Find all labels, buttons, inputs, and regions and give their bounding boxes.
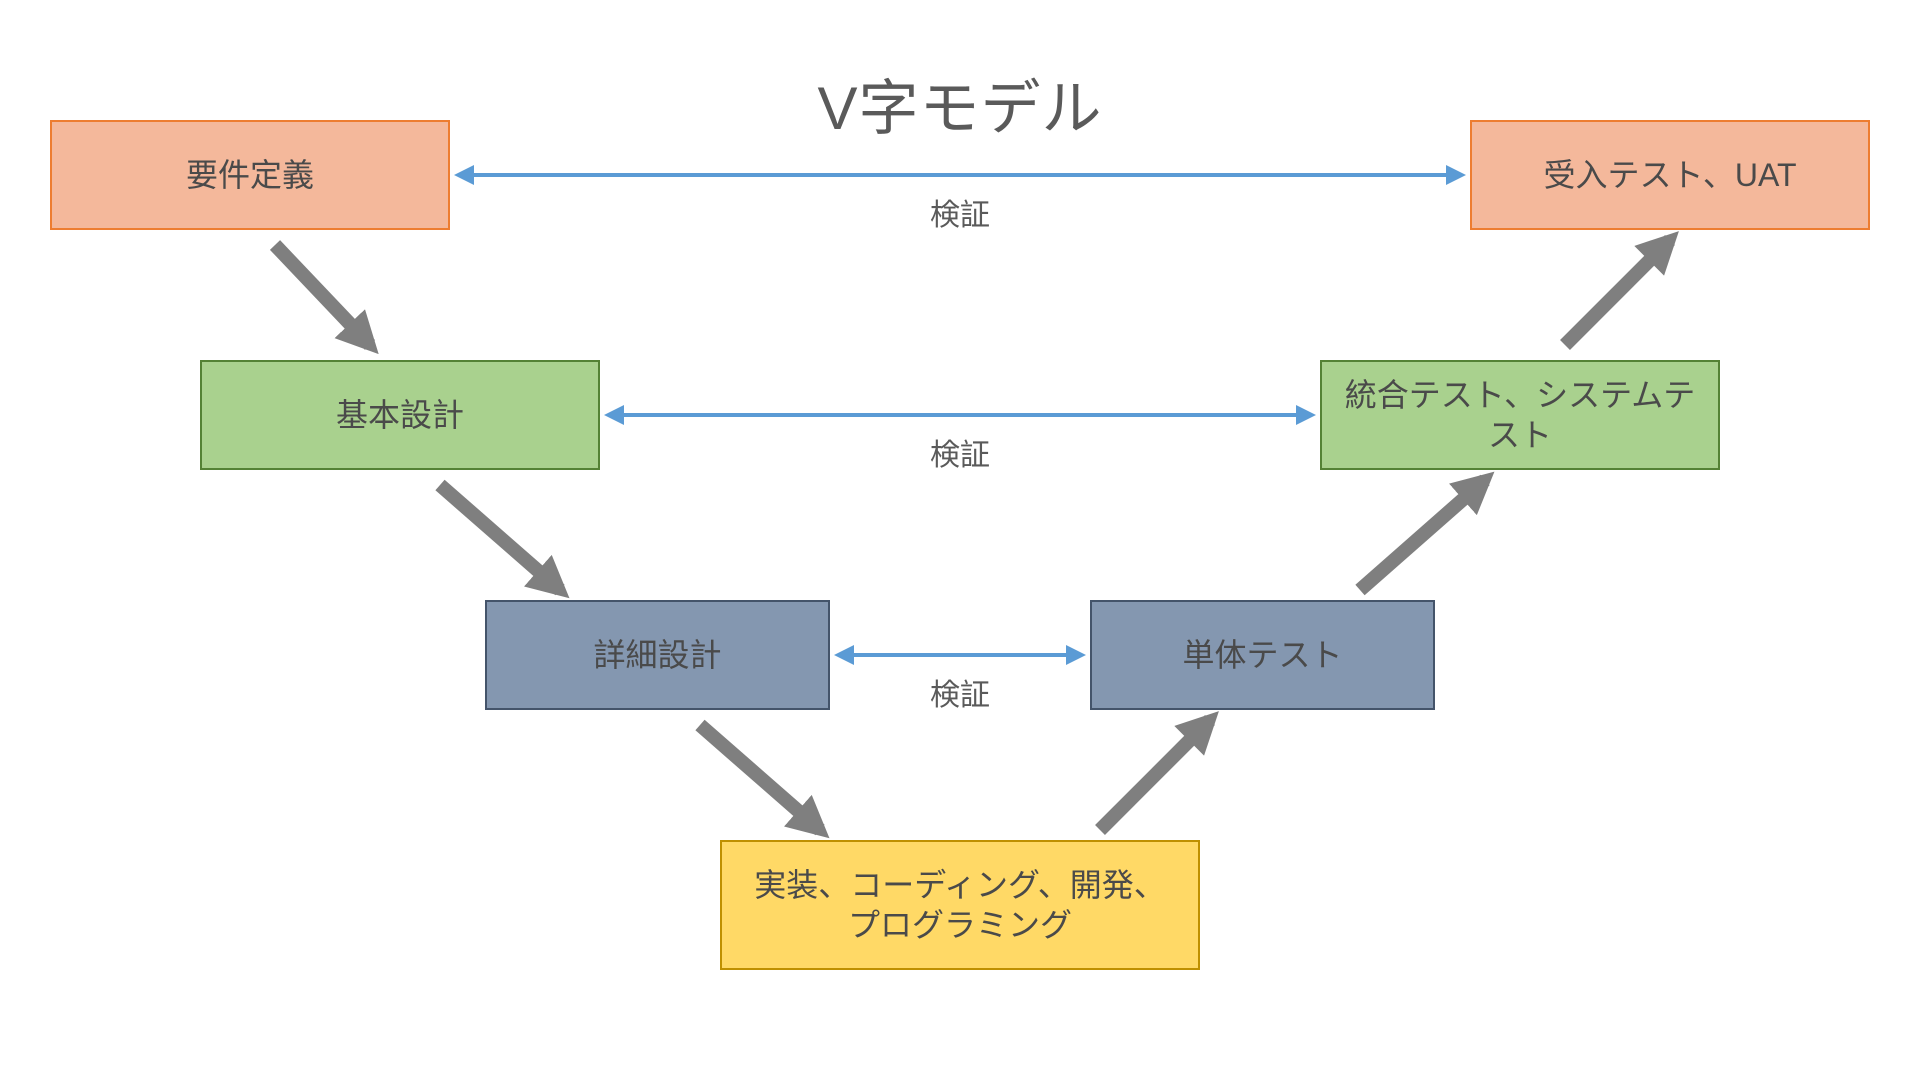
flow-arrow-basic-detail — [440, 485, 560, 590]
v-model-diagram: V字モデル 要件定義基本設計詳細設計実装、コーディング、開発、 プログラミング単… — [0, 0, 1920, 1080]
node-integ: 統合テスト、システムテスト — [1320, 360, 1720, 470]
flow-arrow-impl-unit — [1100, 720, 1210, 830]
flow-arrow-req-basic — [275, 245, 370, 345]
node-detail: 詳細設計 — [485, 600, 830, 710]
node-unit: 単体テスト — [1090, 600, 1435, 710]
flow-arrow-unit-integ — [1360, 480, 1485, 590]
verify-label-detail-unit: 検証 — [930, 670, 990, 714]
node-uat: 受入テスト、UAT — [1470, 120, 1870, 230]
node-impl: 実装、コーディング、開発、 プログラミング — [720, 840, 1200, 970]
verify-label-basic-integ: 検証 — [930, 430, 990, 474]
flow-arrow-detail-impl — [700, 725, 820, 830]
flow-arrow-integ-uat — [1565, 240, 1670, 345]
verify-label-req-uat: 検証 — [930, 190, 990, 234]
node-basic: 基本設計 — [200, 360, 600, 470]
node-req: 要件定義 — [50, 120, 450, 230]
